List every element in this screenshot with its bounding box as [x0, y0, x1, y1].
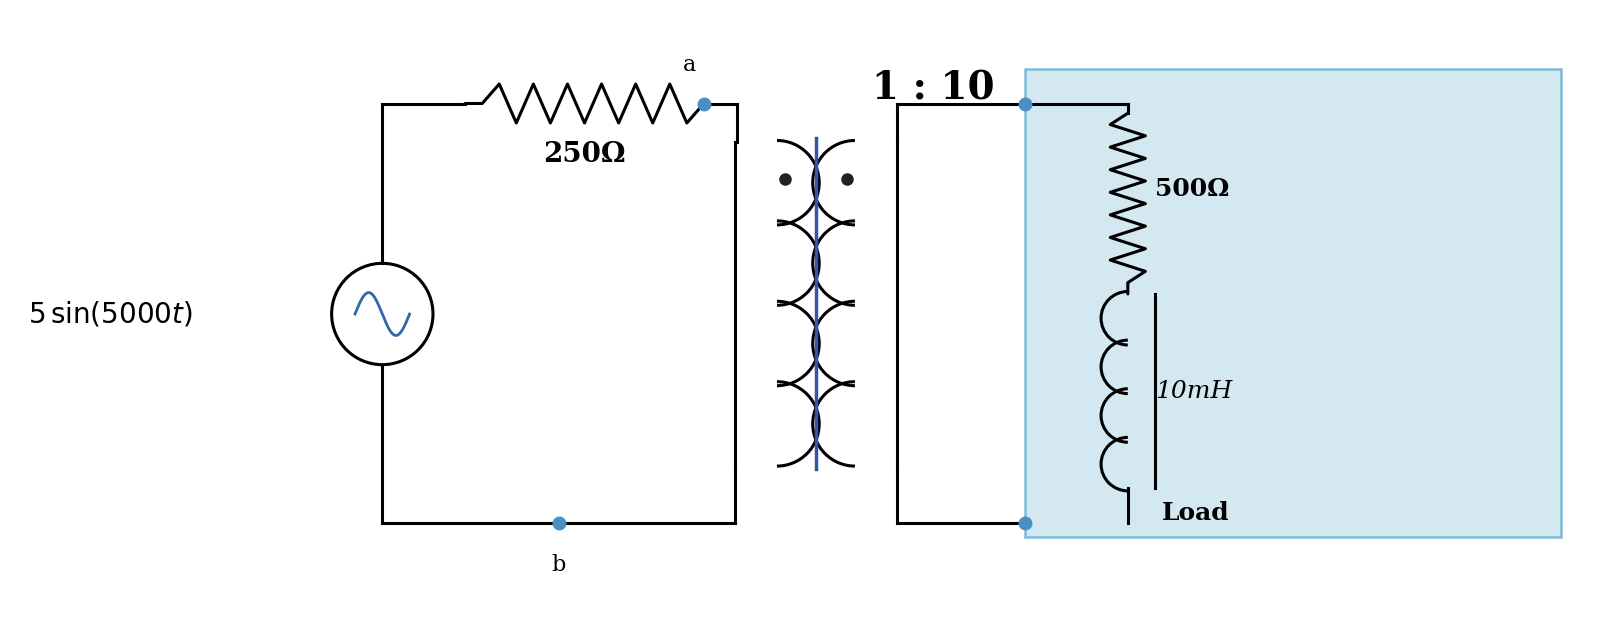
Text: a: a: [683, 54, 696, 76]
FancyBboxPatch shape: [1026, 70, 1561, 537]
Text: 10mH: 10mH: [1155, 380, 1233, 403]
Text: Load: Load: [1162, 501, 1230, 525]
Text: 1 : 10: 1 : 10: [872, 70, 993, 108]
Text: $5\,\sin(5000t)$: $5\,\sin(5000t)$: [28, 300, 193, 328]
Text: 500Ω: 500Ω: [1155, 177, 1230, 201]
Text: b: b: [552, 554, 566, 576]
Text: 250Ω: 250Ω: [544, 141, 626, 168]
